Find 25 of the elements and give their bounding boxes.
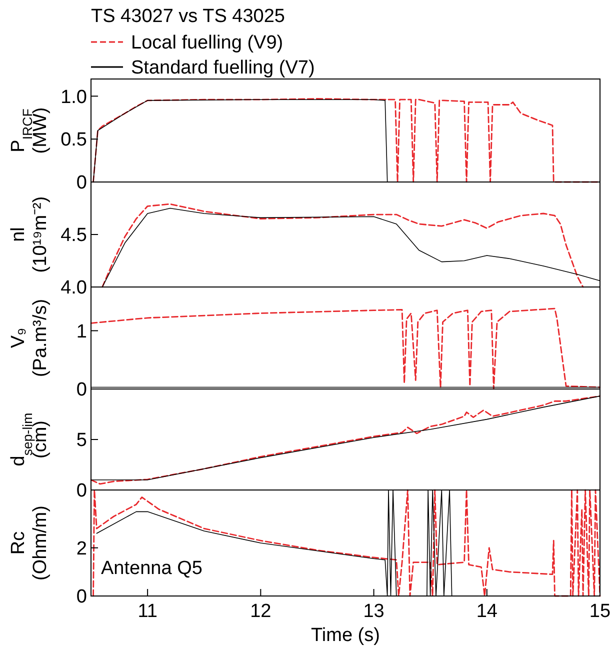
x-axis-title: Time (s) [311, 625, 380, 646]
annotation: Antenna Q5 [101, 558, 202, 579]
y-tick-label: 1 [76, 321, 87, 342]
y-tick-label: 0 [76, 172, 87, 194]
chart-title: TS 43027 vs TS 43025 [91, 6, 285, 27]
y-tick-label: 1.0 [60, 86, 87, 108]
legend-label: Standard fuelling (V7) [131, 58, 315, 79]
y-tick-label: 2 [76, 538, 87, 560]
legend-label: Local fuelling (V9) [131, 32, 284, 54]
y-tick-label: 0 [76, 586, 87, 608]
x-tick-label: 15 [589, 601, 611, 622]
line-series [90, 308, 601, 390]
y-axis-title: nl (10¹⁹m⁻²) [8, 196, 51, 273]
y-tick-label: 0.5 [60, 130, 87, 151]
y-axis-title: V₉ (Pa.m³/s) [8, 298, 51, 378]
y-tick-label: 4.5 [60, 225, 87, 246]
y-tick-label: 4.0 [60, 278, 87, 299]
y-tick-label: 0 [76, 480, 87, 502]
x-tick-label: 11 [138, 601, 158, 622]
x-tick-label: 12 [250, 601, 272, 622]
y-tick-label: 5 [76, 430, 87, 452]
x-tick-label: 14 [476, 601, 498, 622]
y-axis-title: Rc (Ohm/m) [8, 506, 51, 580]
y-tick-label: 0 [76, 380, 87, 401]
x-tick-label: 13 [363, 601, 384, 622]
